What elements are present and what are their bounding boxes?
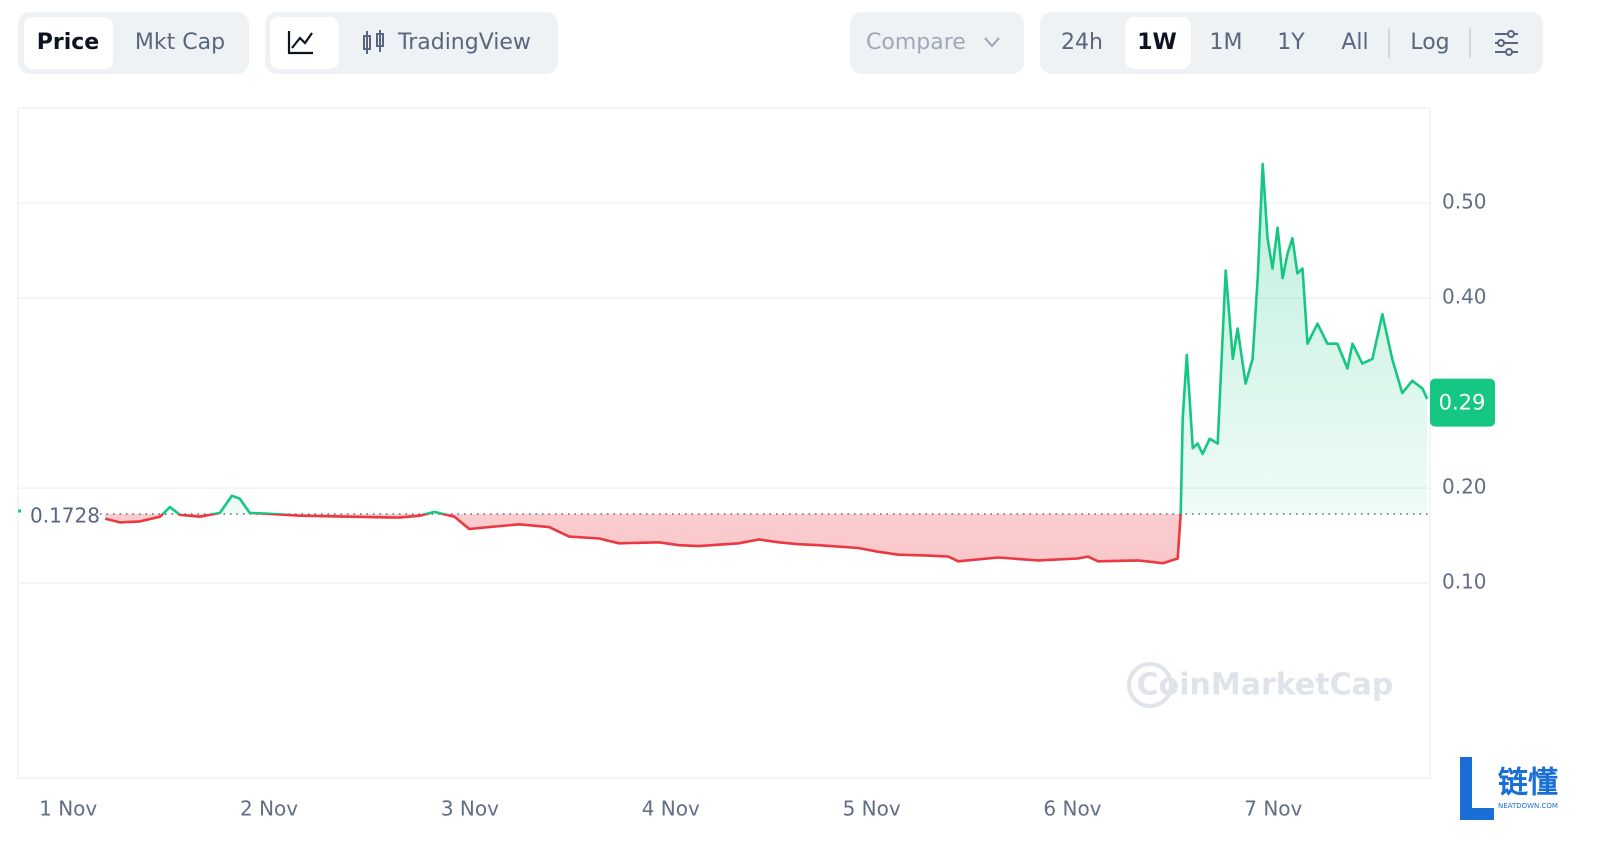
- chevron: [984, 37, 1000, 48]
- area-fill-up: [162, 164, 1428, 514]
- plot-frame: [17, 107, 1431, 779]
- y-tick-label: 0.40: [1442, 285, 1487, 309]
- logo-mark: [1460, 757, 1494, 820]
- x-tick-label: 6 Nov: [1043, 797, 1101, 821]
- price-line-down: [104, 513, 1182, 565]
- log-button[interactable]: Log: [1410, 30, 1449, 55]
- candle-icon: [363, 30, 384, 54]
- range-button[interactable]: All: [1341, 30, 1368, 55]
- x-tick-label: 3 Nov: [441, 797, 499, 821]
- tab-tradingview[interactable]: TradingView: [397, 30, 531, 55]
- price-line-up: [160, 162, 1429, 514]
- x-tick-label: 7 Nov: [1244, 797, 1302, 821]
- tab-mkt-cap[interactable]: Mkt Cap: [135, 30, 225, 55]
- x-tick-label: 2 Nov: [240, 797, 298, 821]
- current-price-tag: [1430, 378, 1495, 427]
- range-button[interactable]: 1Y: [1277, 30, 1305, 55]
- plot: 0.1728 0.29: [18, 162, 1495, 565]
- watermark: CoinMarketCap: [1137, 668, 1394, 703]
- x-tick-label: 4 Nov: [642, 797, 700, 821]
- area-fill-down: [105, 513, 1428, 564]
- y-tick-label: 0.20: [1442, 475, 1487, 499]
- compare-label[interactable]: Compare: [866, 30, 966, 55]
- corner-logo: 链懂 NEATDOWN.COM: [1460, 757, 1558, 820]
- tab-price[interactable]: Price: [37, 30, 99, 55]
- range-button[interactable]: 1W: [1137, 30, 1177, 55]
- toolbar: Price Mkt Cap TradingView Compare Log 24…: [18, 12, 1543, 74]
- x-tick-label: 5 Nov: [843, 797, 901, 821]
- logo-site: NEATDOWN.COM: [1498, 802, 1558, 810]
- reference-label: 0.1728: [30, 503, 100, 527]
- current-price-label: 0.29: [1439, 391, 1486, 415]
- settings-icon[interactable]: [1495, 30, 1518, 56]
- y-tick-label: 0.10: [1442, 570, 1487, 594]
- logo-name: 链懂: [1498, 766, 1558, 801]
- compare-button[interactable]: [850, 12, 1024, 74]
- range-button[interactable]: 1M: [1210, 30, 1243, 55]
- y-tick-label: 0.50: [1442, 190, 1487, 214]
- x-tick-label: 1 Nov: [39, 797, 97, 821]
- range-button[interactable]: 24h: [1061, 30, 1103, 55]
- line-icon: [287, 31, 313, 55]
- range-active[interactable]: [1125, 17, 1191, 69]
- watermark-logo: [1127, 662, 1173, 708]
- tab-active[interactable]: [24, 17, 113, 69]
